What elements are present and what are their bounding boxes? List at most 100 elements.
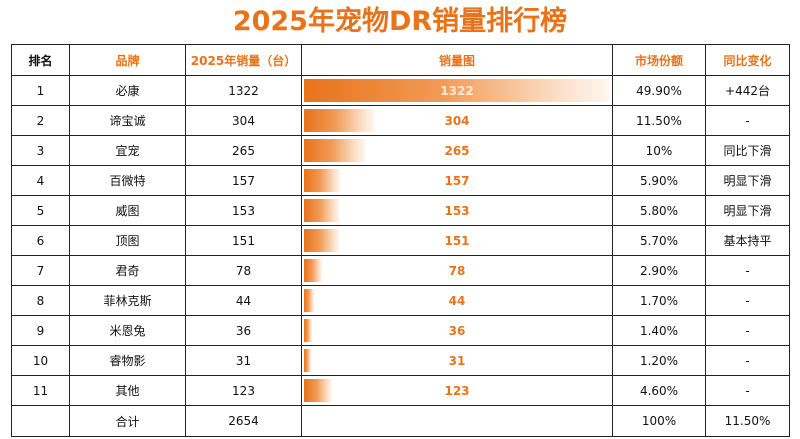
- share-cell: 1.40%: [612, 315, 706, 346]
- share-cell: 2.90%: [612, 255, 706, 286]
- sales-cell: 1322: [185, 75, 302, 106]
- chart-title: 2025年宠物DR销量排行榜: [232, 6, 568, 37]
- sales-cell: 123: [185, 375, 302, 406]
- bar-value-label: 36: [448, 323, 466, 338]
- bar-cell: 304: [301, 105, 613, 136]
- rank-cell: 7: [11, 255, 70, 286]
- header-row: 排名 品牌 2025年销量（台） 销量图 市场份额 同比变化: [11, 44, 790, 76]
- table-row: 8 菲林克斯 44 44 1.70% -: [11, 285, 790, 316]
- sales-bar: [304, 259, 322, 282]
- bar-value-label: 153: [444, 203, 470, 218]
- sales-bar: [304, 79, 609, 102]
- rank-cell: 2: [11, 105, 70, 136]
- sales-cell: 157: [185, 165, 302, 196]
- bar-value-label: 151: [444, 233, 470, 248]
- table-row: 5 威图 153 153 5.80% 明显下滑: [11, 195, 790, 226]
- bar-cell: 36: [301, 315, 613, 346]
- brand-cell: 睿物影: [69, 345, 186, 376]
- sales-cell: 304: [185, 105, 302, 136]
- change-cell: 同比下滑: [705, 135, 790, 166]
- change-cell: 明显下滑: [705, 165, 790, 196]
- bar-cell: 44: [301, 285, 613, 316]
- bar-value-label: 31: [448, 353, 466, 368]
- share-cell: 5.90%: [612, 165, 706, 196]
- brand-cell: 宜宠: [69, 135, 186, 166]
- change-cell: -: [705, 105, 790, 136]
- brand-cell: 君奇: [69, 255, 186, 286]
- sales-bar: [304, 349, 311, 372]
- sales-cell: 265: [185, 135, 302, 166]
- bar-value-label: 1322: [440, 83, 474, 98]
- share-cell: 10%: [612, 135, 706, 166]
- brand-cell: 百微特: [69, 165, 186, 196]
- header-yoy-change: 同比变化: [705, 44, 790, 76]
- rank-cell: 5: [11, 195, 70, 226]
- bar-cell: 157: [301, 165, 613, 196]
- share-cell: 5.80%: [612, 195, 706, 226]
- sales-bar: [304, 109, 374, 132]
- brand-cell: 谛宝诚: [69, 105, 186, 136]
- sales-bar: [304, 289, 314, 312]
- header-brand: 品牌: [69, 44, 186, 76]
- share-cell: 49.90%: [612, 75, 706, 106]
- total-bar-cell: [301, 405, 613, 437]
- header-market-share: 市场份额: [612, 44, 706, 76]
- total-sales: 2654: [185, 405, 302, 437]
- brand-cell: 威图: [69, 195, 186, 226]
- sales-cell: 151: [185, 225, 302, 256]
- change-cell: -: [705, 345, 790, 376]
- total-row: 合计 2654 100% 11.50%: [11, 405, 790, 437]
- bar-value-label: 157: [444, 173, 470, 188]
- bar-cell: 78: [301, 255, 613, 286]
- table-row: 7 君奇 78 78 2.90% -: [11, 255, 790, 286]
- bar-cell: 151: [301, 225, 613, 256]
- table-row: 11 其他 123 123 4.60% -: [11, 375, 790, 406]
- sales-cell: 44: [185, 285, 302, 316]
- change-cell: 基本持平: [705, 225, 790, 256]
- sales-ranking-table: 排名 品牌 2025年销量（台） 销量图 市场份额 同比变化 1 必康 1322 13…: [11, 44, 790, 437]
- sales-bar: [304, 139, 365, 162]
- change-cell: -: [705, 375, 790, 406]
- bar-value-label: 265: [444, 143, 470, 158]
- total-rank-cell: [11, 405, 70, 437]
- header-sales: 2025年销量（台）: [185, 44, 302, 76]
- bar-value-label: 304: [444, 113, 470, 128]
- rank-cell: 6: [11, 225, 70, 256]
- rank-cell: 4: [11, 165, 70, 196]
- sales-bar: [304, 199, 339, 222]
- total-label: 合计: [69, 405, 186, 437]
- bar-value-label: 44: [448, 293, 466, 308]
- table-row: 1 必康 1322 1322 49.90% +442台: [11, 75, 790, 106]
- sales-cell: 36: [185, 315, 302, 346]
- brand-cell: 顶图: [69, 225, 186, 256]
- table-row: 10 睿物影 31 31 1.20% -: [11, 345, 790, 376]
- table-row: 3 宜宠 265 265 10% 同比下滑: [11, 135, 790, 166]
- bar-cell: 31: [301, 345, 613, 376]
- change-cell: +442台: [705, 75, 790, 106]
- bar-value-label: 78: [448, 263, 466, 278]
- sales-bar: [304, 379, 332, 402]
- share-cell: 5.70%: [612, 225, 706, 256]
- table-row: 2 谛宝诚 304 304 11.50% -: [11, 105, 790, 136]
- brand-cell: 菲林克斯: [69, 285, 186, 316]
- change-cell: -: [705, 315, 790, 346]
- change-cell: -: [705, 255, 790, 286]
- change-cell: -: [705, 285, 790, 316]
- rank-cell: 11: [11, 375, 70, 406]
- bar-cell: 1322: [301, 75, 613, 106]
- share-cell: 1.70%: [612, 285, 706, 316]
- sales-cell: 78: [185, 255, 302, 286]
- total-change: 11.50%: [705, 405, 790, 437]
- share-cell: 11.50%: [612, 105, 706, 136]
- total-share: 100%: [612, 405, 706, 437]
- table-row: 6 顶图 151 151 5.70% 基本持平: [11, 225, 790, 256]
- sales-bar: [304, 229, 339, 252]
- brand-cell: 米恩兔: [69, 315, 186, 346]
- bar-value-label: 123: [444, 383, 470, 398]
- share-cell: 4.60%: [612, 375, 706, 406]
- rank-cell: 9: [11, 315, 70, 346]
- sales-cell: 153: [185, 195, 302, 226]
- bar-cell: 265: [301, 135, 613, 166]
- sales-bar: [304, 319, 312, 342]
- brand-cell: 必康: [69, 75, 186, 106]
